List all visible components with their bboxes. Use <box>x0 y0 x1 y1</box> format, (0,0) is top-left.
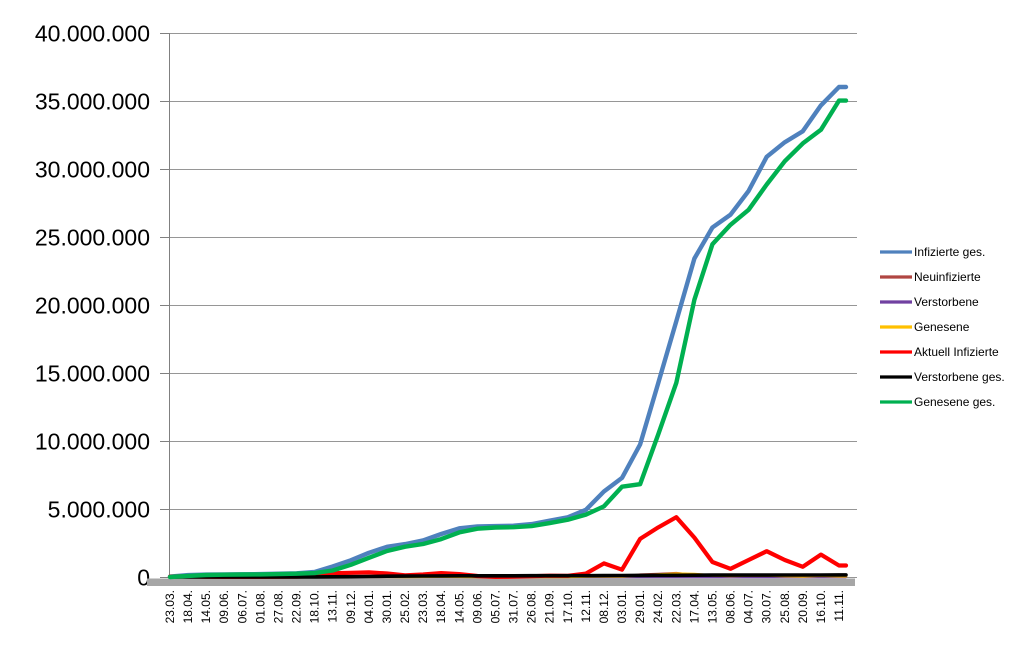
y-axis-tick-label: 15.000.000 <box>35 361 150 387</box>
y-axis-tick-label: 40.000.000 <box>35 21 150 47</box>
legend-label-infizierte-ges: Infizierte ges. <box>914 245 985 259</box>
x-axis-tick-label: 04.07. <box>742 590 756 623</box>
x-axis-tick-label: 14.05. <box>199 590 213 623</box>
x-axis-tick-label: 04.01. <box>362 590 376 623</box>
legend-label-verstorbene: Verstorbene <box>914 295 979 309</box>
x-axis-tick-label: 09.06. <box>217 590 231 623</box>
x-axis-tick-label: 18.04. <box>434 590 448 623</box>
y-axis-tick-label: 5.000.000 <box>48 497 150 523</box>
x-axis-tick-label: 13.11. <box>326 590 340 622</box>
x-axis-line <box>147 578 855 586</box>
series-line-verstorbene-ges <box>168 573 848 579</box>
x-axis-tick-label: 25.08. <box>778 590 792 623</box>
x-axis-tick-label: 20.09. <box>796 590 810 623</box>
legend-label-aktuell-infizierte: Aktuell Infizierte <box>914 345 999 359</box>
x-axis-tick-label: 08.06. <box>724 590 738 623</box>
x-axis-tick-label: 12.11. <box>579 590 593 622</box>
x-axis-tick-label: 16.10. <box>814 590 828 623</box>
y-axis-tick-label: 35.000.000 <box>35 89 150 115</box>
legend-label-verstorbene-ges: Verstorbene ges. <box>914 370 1005 384</box>
x-axis-tick-label: 30.01. <box>380 590 394 623</box>
x-axis-tick-label: 23.03. <box>416 590 430 623</box>
x-axis-tick-label: 01.08. <box>253 590 267 623</box>
legend-label-neuinfizierte: Neuinfizierte <box>914 270 981 284</box>
x-axis-tick-label: 09.06. <box>470 590 484 623</box>
x-axis-tick-label: 23.03. <box>163 590 177 623</box>
x-axis-tick-label: 18.04. <box>181 590 195 623</box>
x-axis-tick-label: 27.08. <box>271 590 285 623</box>
y-axis-tick-label: 25.000.000 <box>35 225 150 251</box>
series-line-infizierte-ges <box>167 84 849 579</box>
x-axis-tick-label: 30.07. <box>760 590 774 623</box>
x-axis-tick-label: 03.01. <box>615 590 629 623</box>
x-axis-tick-label: 22.09. <box>290 590 304 623</box>
x-axis-tick-label: 06.07. <box>235 590 249 623</box>
x-axis-tick-label: 11.11. <box>832 590 846 622</box>
x-axis-tick-label: 31.07. <box>507 590 521 623</box>
x-axis-tick-label: 21.09. <box>543 590 557 623</box>
y-axis-tick-label: 0 <box>137 565 150 591</box>
x-axis-tick-label: 17.04. <box>687 590 701 623</box>
y-axis-tick-label: 10.000.000 <box>35 429 150 455</box>
x-axis-tick-label: 24.02. <box>651 590 665 623</box>
x-axis-tick-label: 08.12. <box>597 590 611 623</box>
x-axis-tick-label: 29.01. <box>633 590 647 623</box>
x-axis-tick-label: 09.12. <box>344 590 358 623</box>
y-axis-tick-label: 20.000.000 <box>35 293 150 319</box>
x-axis-tick-label: 22.03. <box>669 590 683 623</box>
legend-label-genesene: Genesene <box>914 320 970 334</box>
x-axis-tick-label: 14.05. <box>452 590 466 623</box>
x-axis-tick-label: 18.10. <box>308 590 322 623</box>
x-axis-tick-label: 25.02. <box>398 590 412 623</box>
x-axis-tick-label: 05.07. <box>488 590 502 623</box>
series-line-genesene-ges <box>167 98 849 580</box>
x-axis-tick-label: 26.08. <box>525 590 539 623</box>
legend-label-genesene-ges: Genesene ges. <box>914 395 995 409</box>
x-axis-tick-label: 17.10. <box>561 590 575 623</box>
y-axis-tick-label: 30.000.000 <box>35 157 150 183</box>
x-axis-tick-label: 13.05. <box>705 590 719 623</box>
